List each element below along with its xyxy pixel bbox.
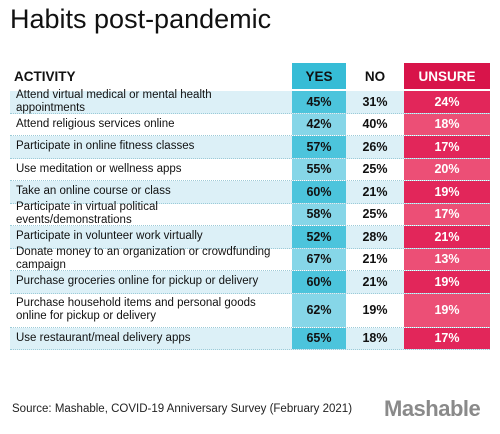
activity-cell: Use restaurant/meal delivery apps — [16, 331, 191, 344]
percent-cell: 52% — [292, 226, 346, 248]
activity-cell: Donate money to an organization or crowd… — [16, 246, 271, 272]
brand-logo: Mashable — [384, 396, 481, 421]
percent-cell: 67% — [292, 248, 346, 270]
percent-cell: 18% — [404, 113, 490, 135]
activity-cell: Take an online course or class — [16, 185, 171, 198]
table-row: Use meditation or wellness apps 55% 25% 20% — [10, 158, 490, 181]
percent-cell: 31% — [362, 94, 388, 109]
percent-cell: 17% — [404, 203, 490, 225]
activity-cell: Purchase household items and personal go… — [16, 297, 256, 322]
percent-cell: 60% — [292, 181, 346, 203]
table-row: Participate in volunteer work virtually 5… — [10, 226, 490, 249]
table-row: Participate in virtual political events/… — [10, 201, 490, 227]
activity-cell: Purchase groceries online for pickup or … — [16, 275, 259, 288]
activity-cell: Attend virtual medical or mental health … — [16, 88, 212, 114]
table-row: Attend virtual medical or mental health … — [10, 88, 490, 114]
percent-cell: 65% — [292, 327, 346, 349]
header-row: ACTIVITY YES NO UNSURE — [10, 63, 490, 89]
percent-cell: 62% — [292, 293, 346, 327]
percent-cell: 25% — [362, 207, 388, 222]
percent-cell: 19% — [404, 181, 490, 203]
table-row: Use restaurant/meal delivery apps 65% 18% 1… — [10, 327, 490, 350]
percent-cell: 42% — [292, 113, 346, 135]
header-cell: UNSURE — [404, 63, 490, 89]
table-row: Participate in online fitness classes 57%… — [10, 136, 490, 159]
table-row: Purchase groceries online for pickup or … — [10, 271, 490, 294]
percent-cell: 28% — [362, 229, 388, 244]
activity-cell: Participate in volunteer work virtually — [16, 230, 203, 243]
percent-cell: 20% — [404, 158, 490, 180]
header-cell: ACTIVITY — [14, 68, 76, 84]
title: Habits post-pandemic — [10, 4, 272, 34]
header-cell: NO — [364, 68, 386, 84]
table-row: Take an online course or class 60% 21% 19% — [10, 181, 490, 204]
percent-cell: 17% — [404, 136, 490, 158]
percent-cell: 19% — [404, 271, 490, 293]
activity-cell: Participate in virtual political events/… — [16, 201, 158, 227]
activity-cell: Use meditation or wellness apps — [16, 162, 182, 175]
percent-cell: 60% — [292, 271, 346, 293]
percent-cell: 21% — [404, 226, 490, 248]
percent-cell: 21% — [362, 274, 388, 289]
table-row: Purchase household items and personal go… — [10, 293, 490, 328]
percent-cell: 19% — [404, 293, 490, 327]
activity-cell: Attend religious services online — [16, 117, 175, 130]
percent-cell: 24% — [404, 91, 490, 113]
table-row: Attend religious services online 42% 40% 18… — [10, 113, 490, 136]
percent-cell: 26% — [362, 139, 388, 154]
percent-cell: 21% — [362, 252, 388, 267]
percent-cell: 17% — [404, 327, 490, 349]
source: Source: Mashable, COVID-19 Anniversary S… — [12, 403, 353, 415]
table-row: Donate money to an organization or crowd… — [10, 246, 490, 272]
percent-cell: 55% — [292, 158, 346, 180]
percent-cell: 57% — [292, 136, 346, 158]
activity-cell: Participate in online fitness classes — [16, 140, 195, 153]
header-cell: YES — [292, 63, 346, 89]
percent-cell: 58% — [292, 203, 346, 225]
percent-cell: 21% — [362, 184, 388, 199]
percent-cell: 25% — [362, 162, 388, 177]
percent-cell: 45% — [292, 91, 346, 113]
percent-cell: 40% — [362, 117, 388, 132]
percent-cell: 18% — [362, 331, 388, 346]
percent-cell: 19% — [362, 303, 388, 317]
percent-cell: 13% — [404, 248, 490, 270]
